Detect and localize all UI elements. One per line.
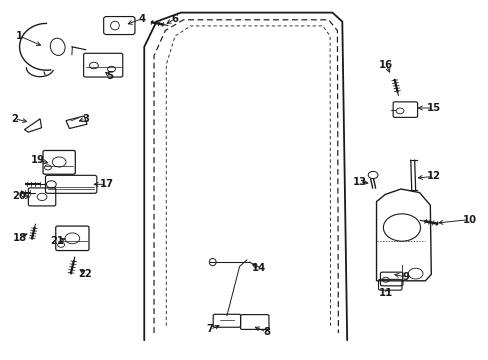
Text: 5: 5 [106,71,113,81]
Text: 3: 3 [82,114,89,124]
Text: 11: 11 [378,288,393,298]
Text: 13: 13 [352,177,366,187]
Text: 16: 16 [379,60,392,70]
Text: 19: 19 [31,155,45,165]
Text: 20: 20 [13,191,26,201]
Text: 6: 6 [171,14,178,24]
Text: 1: 1 [16,31,23,41]
Text: 7: 7 [206,324,213,334]
Text: 17: 17 [100,179,113,189]
Text: 9: 9 [402,272,408,282]
Text: 22: 22 [79,269,92,279]
Text: 21: 21 [51,236,64,246]
Text: 10: 10 [462,215,475,225]
Text: 8: 8 [263,327,269,337]
Text: 4: 4 [138,14,145,24]
Text: 14: 14 [251,263,266,273]
Text: 2: 2 [11,114,18,124]
Text: 12: 12 [427,171,440,181]
Text: 15: 15 [427,103,440,113]
Text: 18: 18 [13,233,26,243]
